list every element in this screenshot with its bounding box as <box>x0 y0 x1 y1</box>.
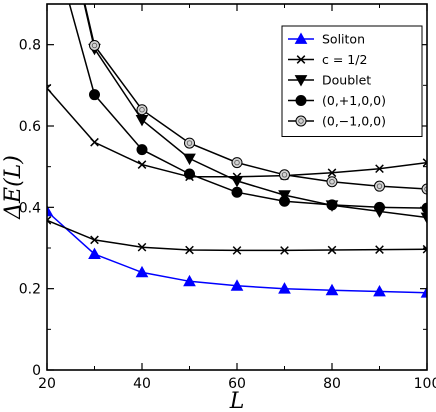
data-point <box>373 284 386 297</box>
data-point <box>136 104 148 116</box>
data-point <box>137 242 147 252</box>
data-point <box>47 216 52 225</box>
series-layer <box>47 4 427 298</box>
x-tick-label: 80 <box>323 376 341 392</box>
legend-label: Soliton <box>322 32 365 47</box>
data-point <box>47 204 54 217</box>
data-point <box>422 158 427 167</box>
data-point <box>230 176 244 188</box>
data-point <box>421 183 427 195</box>
legend-marker <box>294 32 308 44</box>
data-point <box>278 190 291 202</box>
legend-entry: Doublet <box>288 73 371 88</box>
data-point <box>374 201 385 213</box>
axis-layer: 20 40 60 80 100 0 0.2 0.4 0.6 0.8 <box>19 3 436 392</box>
data-point <box>374 180 385 192</box>
data-point <box>185 245 194 255</box>
data-point <box>183 274 196 287</box>
data-point <box>136 144 148 156</box>
legend-label: (0,−1,0,0) <box>322 114 386 129</box>
y-axis-label: ΔE(L) <box>1 155 26 220</box>
data-point <box>326 176 338 188</box>
legend-entry: (0,+1,0,0) <box>288 93 386 108</box>
x-tick-label: 60 <box>228 376 246 392</box>
x-tick-label: 40 <box>133 376 151 392</box>
legend-marker <box>295 95 307 106</box>
data-point <box>137 160 147 169</box>
legend-entry: c = 1/2 <box>288 52 367 67</box>
data-point <box>421 202 427 214</box>
series-line-1 <box>47 219 427 252</box>
data-point <box>278 282 291 294</box>
legend-label: (0,+1,0,0) <box>322 93 386 108</box>
data-point <box>231 186 243 198</box>
data-point <box>89 89 100 101</box>
data-point <box>90 235 99 245</box>
series-1 <box>47 216 427 255</box>
data-point <box>231 157 243 169</box>
y-tick-label: 0.4 <box>19 200 41 216</box>
data-point <box>89 39 100 51</box>
y-tick-label: 0.2 <box>19 282 41 298</box>
data-point <box>232 246 242 255</box>
data-point <box>280 246 289 255</box>
legend-label: c = 1/2 <box>322 52 367 67</box>
data-point <box>230 279 244 291</box>
data-point <box>279 195 290 207</box>
data-point <box>184 168 195 180</box>
data-point <box>420 286 427 298</box>
y-tick-label: 0.8 <box>19 38 41 54</box>
series-4 <box>68 4 427 214</box>
y-tick-label: 0 <box>32 363 41 379</box>
legend-marker <box>295 115 307 127</box>
data-point <box>183 153 196 166</box>
data-point <box>90 137 99 147</box>
data-point <box>327 245 337 255</box>
data-point <box>375 164 384 174</box>
legend-marker <box>296 55 306 64</box>
x-tick-label: 100 <box>414 376 436 392</box>
data-point <box>325 283 339 296</box>
legend-entry: (0,−1,0,0) <box>288 114 386 129</box>
legend-label: Doublet <box>322 73 371 88</box>
data-point <box>326 199 338 211</box>
data-point <box>420 212 427 225</box>
y-tick-label: 0.6 <box>19 119 41 135</box>
data-point <box>327 168 337 178</box>
data-point <box>135 115 149 127</box>
series-0 <box>47 204 427 298</box>
data-point <box>422 244 427 254</box>
data-point <box>184 137 195 149</box>
data-point <box>135 265 149 278</box>
data-point <box>88 247 101 259</box>
legend: Soliton c = 1/2 Doublet (0,+1,0,0) (0,−1,0,0… <box>281 25 423 137</box>
x-axis-label: L <box>229 389 245 412</box>
legend-entry: Soliton <box>288 32 365 47</box>
series-5 <box>84 4 427 195</box>
data-point <box>375 245 384 254</box>
legend-marker <box>294 75 308 87</box>
data-point <box>279 169 290 181</box>
x-tick-label: 20 <box>38 376 56 392</box>
